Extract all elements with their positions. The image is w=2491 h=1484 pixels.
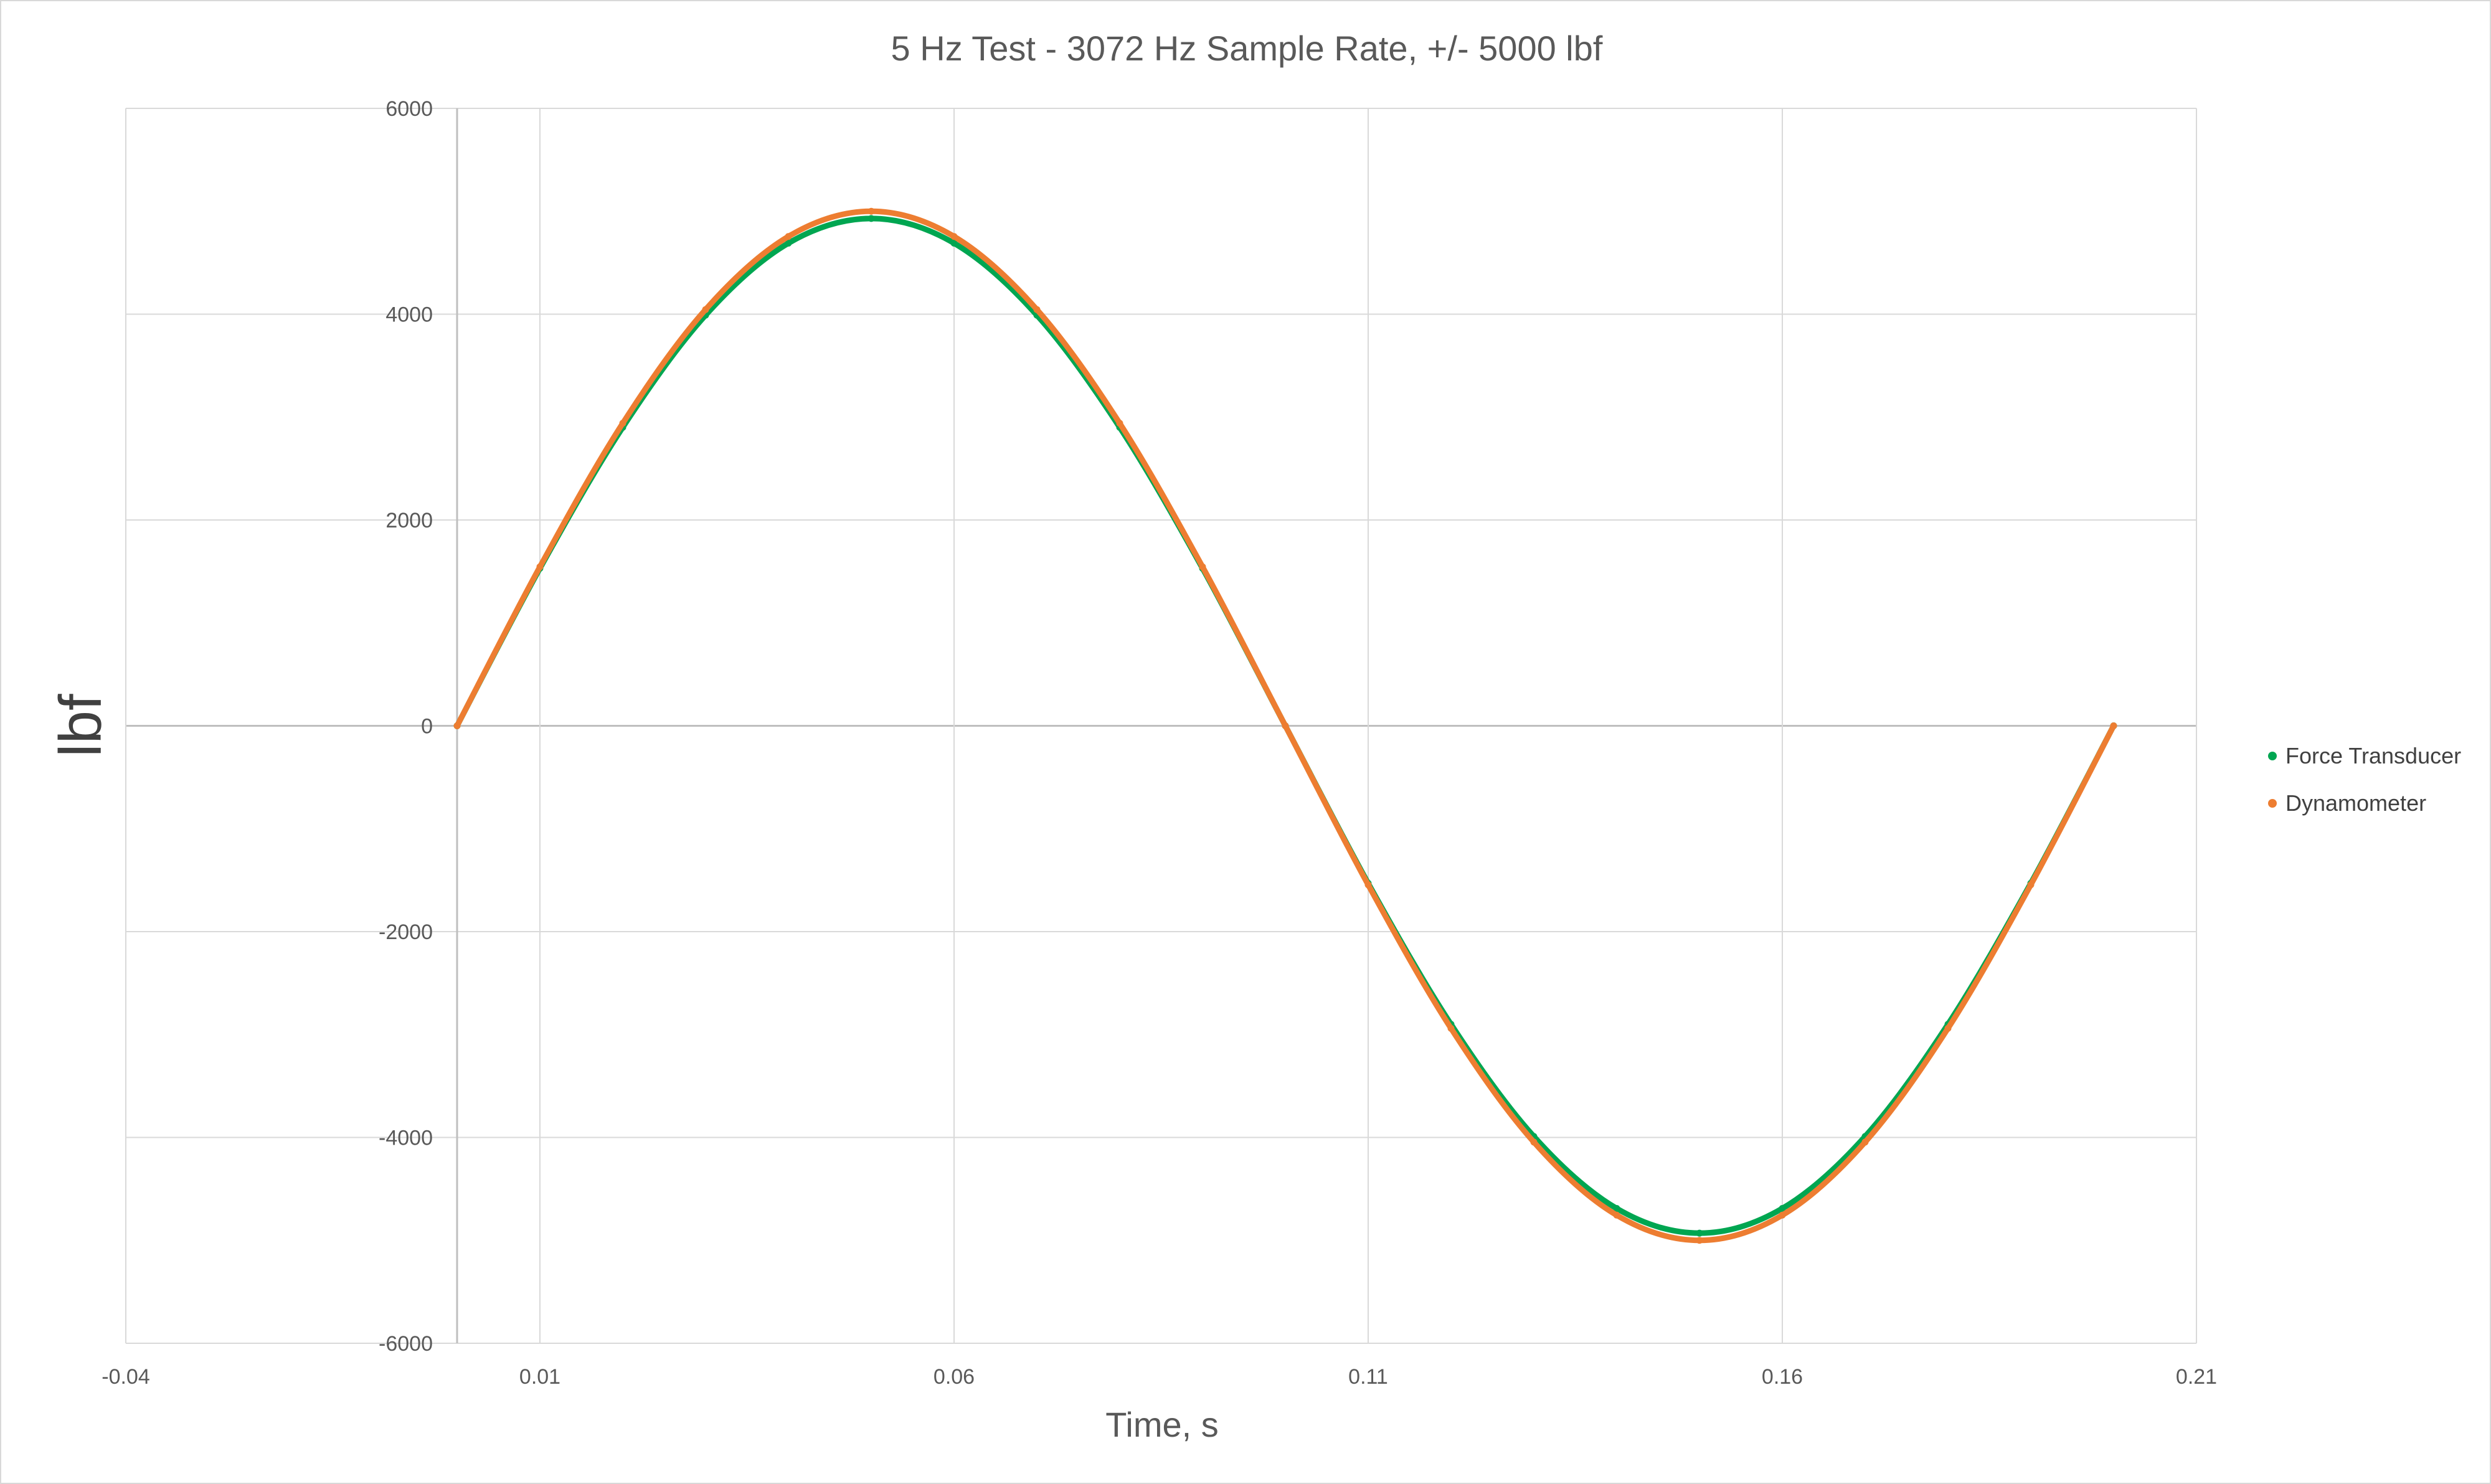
data-point [1282,722,1289,729]
y-axis-title: lbf [47,694,114,757]
data-point [1944,1024,1952,1032]
y-tick-label: 6000 [385,97,433,121]
data-point [950,239,958,247]
chart-title: 5 Hz Test - 3072 Hz Sample Rate, +/- 500… [891,29,1603,68]
legend-label: Dynamometer [2285,790,2426,816]
data-point [1779,1205,1786,1212]
data-point [1861,1138,1869,1146]
data-point [867,215,875,222]
data-point [1530,1138,1538,1146]
grid [125,108,2197,1344]
data-point [1116,420,1123,427]
data-point [1696,1229,1703,1237]
y-tick-label: 4000 [385,303,433,327]
y-tick-label: -6000 [379,1332,433,1356]
x-tick-label: 0.11 [1348,1365,1388,1389]
tick-labels: -6000 -4000 -2000 0 2000 4000 6000 -0.04 0.01 0.0… [102,97,2217,1389]
y-tick-label: -4000 [379,1127,433,1150]
data-point [867,207,875,215]
data-point [1364,881,1372,889]
y-tick-label: 0 [421,715,433,739]
data-point [453,722,461,729]
data-point [785,239,792,247]
y-tick-label: -2000 [379,920,433,944]
data-point [1033,306,1041,313]
data-point [1779,1211,1786,1219]
data-point [785,233,792,240]
x-axis-title: Time, s [1105,1405,1218,1444]
legend-marker [2268,799,2277,808]
legend-marker [2268,752,2277,760]
data-point [2027,881,2035,889]
data-point [1613,1211,1620,1219]
data-point [1613,1205,1620,1212]
legend: Force Transducer Dynamometer [2268,743,2461,816]
data-point [950,233,958,240]
data-point [1447,1024,1455,1032]
data-point [2110,722,2117,729]
x-tick-label: 0.16 [1762,1365,1803,1389]
data-point [1696,1237,1703,1244]
x-tick-label: 0.01 [519,1365,560,1389]
x-tick-label: 0.06 [934,1365,975,1389]
x-tick-label: -0.04 [102,1365,150,1389]
y-tick-label: 2000 [385,509,433,532]
plot-area [453,207,2117,1244]
legend-label: Force Transducer [2285,743,2461,768]
x-tick-label: 0.21 [2176,1365,2217,1389]
data-point [536,563,544,570]
data-point [702,306,709,313]
data-point [619,420,626,427]
data-point [1199,563,1206,570]
